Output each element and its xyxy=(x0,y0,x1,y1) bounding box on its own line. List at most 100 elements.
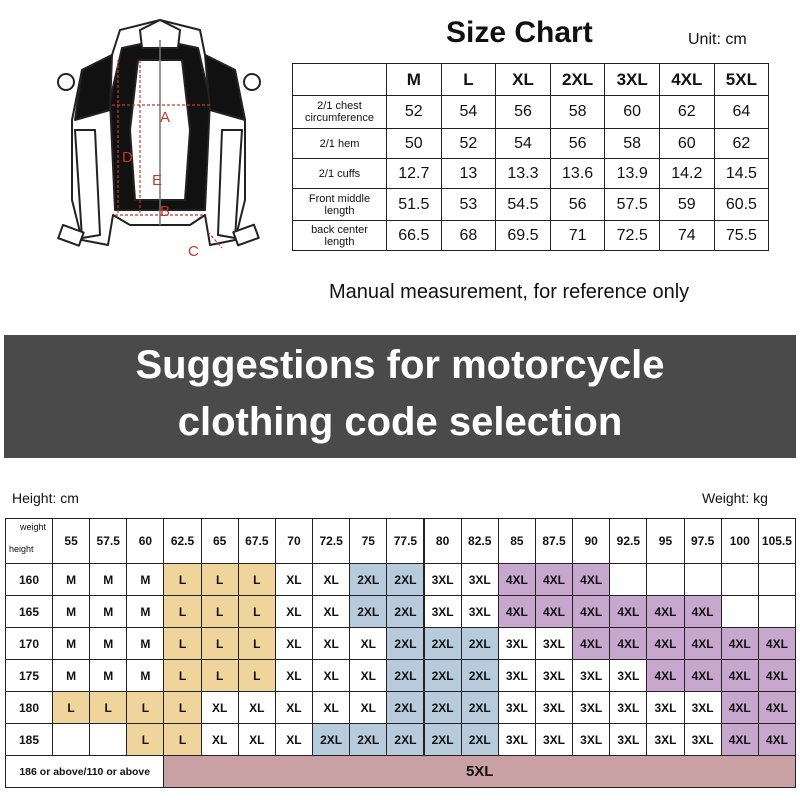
measure-value: 13 xyxy=(440,158,497,189)
size-cell: 2XL xyxy=(349,563,388,596)
size-cell: XL xyxy=(312,595,351,628)
size-cell: XL xyxy=(312,563,351,596)
size-cell: M xyxy=(126,627,165,660)
size-cell: L xyxy=(163,595,202,628)
size-cell: XL xyxy=(200,691,239,724)
measure-value: 57.5 xyxy=(604,188,660,221)
size-cell: XL xyxy=(274,659,314,692)
size-cell: M xyxy=(89,563,128,596)
size-cell: L xyxy=(200,659,239,692)
size-cell: 2XL xyxy=(460,723,499,756)
last-row-size: 5XL xyxy=(163,755,796,788)
measure-value: 13.6 xyxy=(549,158,606,189)
size-cell: 3XL xyxy=(497,627,536,660)
size-cell xyxy=(89,723,128,756)
size-cell: 4XL xyxy=(757,659,796,692)
size-cell: L xyxy=(163,659,202,692)
size-header: 4XL xyxy=(659,63,715,96)
size-cell: 4XL xyxy=(757,723,796,756)
size-cell: L xyxy=(237,659,276,692)
measure-value: 14.5 xyxy=(713,158,770,189)
size-cell: 2XL xyxy=(312,723,351,756)
measure-value: 62 xyxy=(659,95,715,129)
size-cell: 3XL xyxy=(534,659,574,692)
size-header: L xyxy=(440,63,497,96)
size-cell: 4XL xyxy=(534,595,574,628)
measure-value: 58 xyxy=(549,95,606,129)
size-cell: L xyxy=(163,691,202,724)
weight-header: 62.5 xyxy=(163,518,202,564)
size-cell: M xyxy=(89,627,128,660)
size-cell: 3XL xyxy=(609,691,648,724)
size-cell: 2XL xyxy=(386,659,425,692)
size-cell: XL xyxy=(274,627,314,660)
size-cell: XL xyxy=(274,563,314,596)
measure-label: Front middle length xyxy=(292,188,387,221)
size-cell: 4XL xyxy=(646,659,685,692)
corner-weight: weight xyxy=(20,522,47,532)
size-cell: L xyxy=(163,627,202,660)
measure-value: 60 xyxy=(604,95,660,129)
weight-label: Weight: kg xyxy=(702,490,768,506)
size-cell: 3XL xyxy=(534,627,574,660)
corner-cell xyxy=(292,63,387,96)
measure-value: 59 xyxy=(659,188,715,221)
size-chart-title: Size Chart xyxy=(446,16,593,49)
weight-header: 82.5 xyxy=(460,518,499,564)
banner xyxy=(4,335,796,458)
measure-value: 71 xyxy=(549,220,606,251)
size-cell: 4XL xyxy=(497,595,536,628)
size-cell: 2XL xyxy=(386,627,425,660)
measure-value: 56 xyxy=(549,128,606,159)
size-cell: M xyxy=(52,563,91,596)
size-cell: 2XL xyxy=(349,595,388,628)
size-cell: 4XL xyxy=(757,691,796,724)
measure-value: 54.5 xyxy=(495,188,551,221)
weight-header: 65 xyxy=(200,518,239,564)
size-cell xyxy=(609,563,648,596)
weight-header: 100 xyxy=(720,518,759,564)
size-cell: L xyxy=(237,563,276,596)
size-cell: L xyxy=(237,595,276,628)
measure-value: 56 xyxy=(495,95,551,129)
weight-header: 95 xyxy=(646,518,685,564)
measure-letter: E xyxy=(152,172,162,189)
measure-value: 54 xyxy=(440,95,497,129)
size-cell: 2XL xyxy=(386,595,425,628)
size-cell: L xyxy=(163,563,202,596)
size-cell: L xyxy=(200,563,239,596)
measure-value: 52 xyxy=(440,128,497,159)
size-cell: 2XL xyxy=(349,723,388,756)
size-header: XL xyxy=(495,63,551,96)
size-cell: 3XL xyxy=(497,691,536,724)
weight-header: 92.5 xyxy=(609,518,648,564)
jacket-diagram: A B C D E xyxy=(57,19,261,260)
size-cell: L xyxy=(126,691,165,724)
size-cell: XL xyxy=(274,723,314,756)
size-cell: 3XL xyxy=(609,723,648,756)
size-cell: 3XL xyxy=(423,595,462,628)
size-cell: XL xyxy=(237,691,276,724)
banner-line: clothing code selection xyxy=(177,400,623,444)
size-cell: 4XL xyxy=(497,563,536,596)
size-cell: XL xyxy=(237,723,276,756)
weight-header: 55 xyxy=(52,518,91,564)
size-cell: 3XL xyxy=(609,659,648,692)
height-header: 175 xyxy=(5,659,53,692)
corner-cell xyxy=(5,518,53,564)
size-cell: 4XL xyxy=(720,627,759,660)
measure-value: 72.5 xyxy=(604,220,660,251)
size-cell: 3XL xyxy=(460,595,499,628)
size-cell: 2XL xyxy=(460,627,499,660)
measure-letter: C xyxy=(188,243,199,260)
size-cell: XL xyxy=(274,691,314,724)
height-header: 180 xyxy=(5,691,53,724)
size-cell: 3XL xyxy=(497,723,536,756)
size-cell: 3XL xyxy=(646,723,685,756)
measure-label: 2/1 hem xyxy=(292,128,387,159)
size-cell: 3XL xyxy=(572,723,611,756)
measure-value: 60 xyxy=(659,128,715,159)
measure-value: 13.9 xyxy=(604,158,660,189)
size-cell: 4XL xyxy=(609,627,648,660)
